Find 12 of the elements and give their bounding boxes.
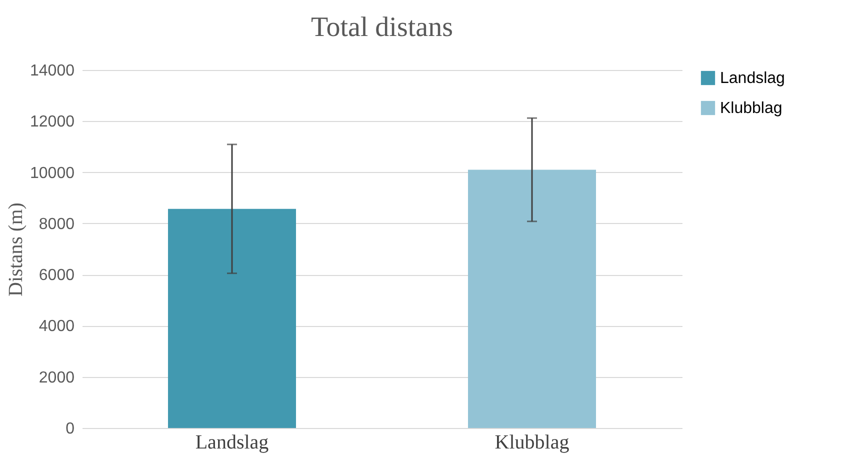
y-tick-label: 10000 [30, 164, 75, 182]
y-axis-title: Distans (m) [5, 202, 28, 296]
y-tick-label: 6000 [38, 267, 75, 284]
y-tick-label: 8000 [38, 216, 75, 233]
legend-label: Klubblag [720, 100, 782, 117]
y-tick-label: 4000 [38, 318, 75, 336]
y-tick-label: 14000 [30, 62, 75, 80]
y-tick-label: 0 [66, 420, 75, 438]
y-tick-label: 2000 [38, 369, 75, 386]
legend-label: Landslag [720, 70, 785, 87]
chart-title: Total distans [311, 12, 453, 43]
y-tick-label: 12000 [30, 114, 75, 131]
